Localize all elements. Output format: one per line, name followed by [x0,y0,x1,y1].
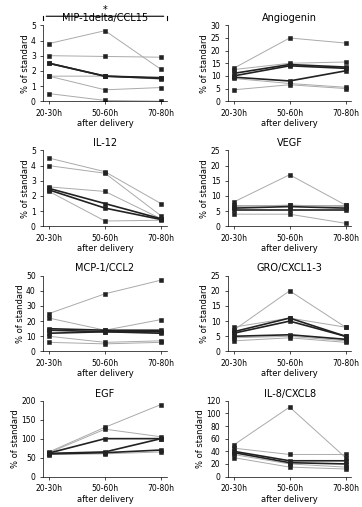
Title: IL-8/CXCL8: IL-8/CXCL8 [264,388,316,399]
X-axis label: after delivery: after delivery [261,370,318,379]
Title: IL-12: IL-12 [93,138,117,149]
Title: GRO/CXCL1-3: GRO/CXCL1-3 [257,264,323,273]
Y-axis label: % of standard: % of standard [201,284,209,343]
Title: MCP-1/CCL2: MCP-1/CCL2 [75,264,135,273]
Title: MIP-1delta/CCL15: MIP-1delta/CCL15 [62,13,148,23]
X-axis label: after delivery: after delivery [261,244,318,254]
Y-axis label: % of standard: % of standard [200,34,209,93]
Y-axis label: % of standard: % of standard [195,409,205,468]
X-axis label: after delivery: after delivery [77,495,133,503]
Title: VEGF: VEGF [277,138,303,149]
Y-axis label: % of standard: % of standard [11,409,20,468]
X-axis label: after delivery: after delivery [77,119,133,128]
X-axis label: after delivery: after delivery [261,495,318,503]
Y-axis label: % of standard: % of standard [21,159,30,218]
Title: Angiogenin: Angiogenin [262,13,317,23]
Y-axis label: % of standard: % of standard [16,284,25,343]
X-axis label: after delivery: after delivery [77,370,133,379]
Title: EGF: EGF [95,388,115,399]
Text: *: * [102,5,108,15]
Y-axis label: % of standard: % of standard [201,159,209,218]
X-axis label: after delivery: after delivery [261,119,318,128]
X-axis label: after delivery: after delivery [77,244,133,254]
Y-axis label: % of standard: % of standard [21,34,30,93]
